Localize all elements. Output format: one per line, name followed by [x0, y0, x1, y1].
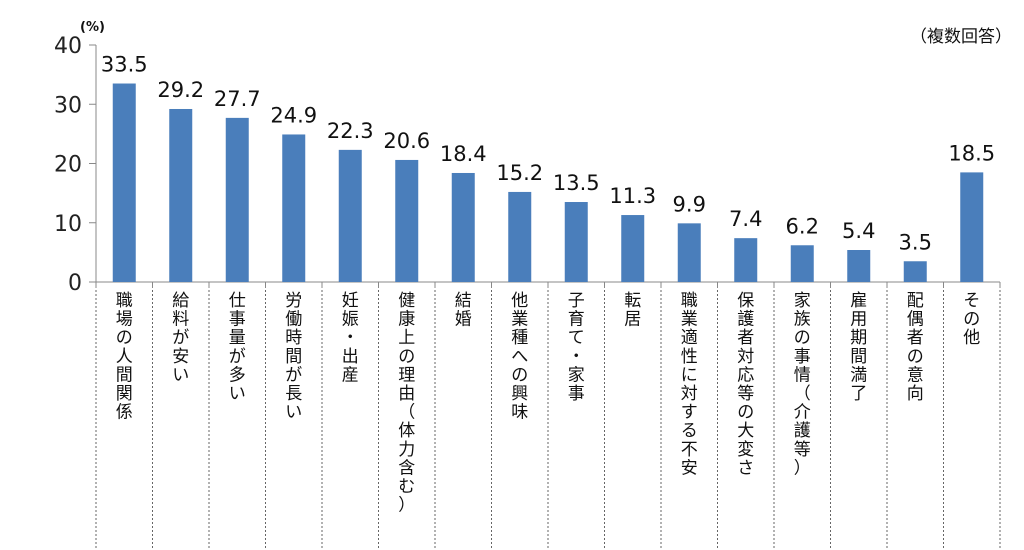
- category-label: 結婚: [455, 291, 472, 330]
- y-ticks: 0 10 20 30 40: [54, 34, 96, 296]
- bar: [621, 215, 645, 282]
- bar: [225, 117, 249, 282]
- category-label: 給料が安い: [172, 291, 189, 385]
- bar: [508, 191, 532, 282]
- y-tick-label: 10: [54, 212, 82, 237]
- data-label: 15.2: [496, 161, 543, 185]
- bar: [564, 202, 588, 282]
- bar: [169, 108, 193, 283]
- bar: [790, 245, 814, 282]
- bar: [847, 250, 871, 282]
- y-tick-label: 40: [54, 34, 82, 59]
- category-label: 雇用期間満了: [850, 291, 867, 404]
- y-tick-label: 0: [68, 271, 82, 296]
- category-label: 健康上の理由（体力含む）: [398, 291, 415, 516]
- data-label: 11.3: [609, 184, 656, 208]
- data-labels: 33.5 29.2 27.7 24.9 22.3 20.6 18.4 15.2 13.5 11.3…: [101, 53, 995, 255]
- bar: [282, 134, 306, 282]
- category-label: 保護者対応等の大変さ: [737, 291, 754, 478]
- category-label: 転居: [624, 291, 641, 330]
- category-label: 他業種への興味: [511, 291, 528, 423]
- category-label: 家族の事情（介護等）: [794, 291, 811, 478]
- data-label: 29.2: [157, 78, 204, 102]
- bar: [734, 238, 758, 282]
- bar: [338, 149, 362, 282]
- y-unit-label: (%): [80, 20, 105, 35]
- data-label: 5.4: [842, 219, 875, 243]
- bar: [677, 223, 701, 282]
- data-label: 24.9: [270, 103, 317, 127]
- bar: [112, 83, 136, 282]
- data-label: 18.4: [440, 142, 487, 166]
- category-separators: [95, 282, 1001, 548]
- bars: [112, 83, 984, 283]
- data-label: 9.9: [673, 192, 706, 216]
- category-label: その他: [963, 291, 980, 348]
- data-label: 3.5: [899, 230, 932, 254]
- category-label: 配偶者の意向: [907, 291, 924, 404]
- category-label: 妊娠・出産: [342, 291, 359, 385]
- category-labels: 職場の人間関係 給料が安い 仕事量が多い 労働時間が長い 妊娠・出産 健康上の理由（体力含…: [116, 291, 981, 516]
- data-label: 22.3: [327, 119, 374, 143]
- data-label: 33.5: [101, 53, 148, 77]
- bar: [395, 159, 419, 282]
- data-label: 20.6: [383, 129, 430, 153]
- data-label: 27.7: [214, 87, 261, 111]
- data-label: 18.5: [948, 141, 995, 165]
- bar: [903, 261, 927, 282]
- data-label: 13.5: [553, 171, 600, 195]
- bar: [451, 172, 475, 282]
- bar: [960, 172, 984, 282]
- category-label: 職業適性に対する不安: [681, 291, 698, 478]
- y-tick-label: 30: [54, 93, 82, 118]
- category-label: 子育て・家事: [568, 291, 585, 404]
- y-tick-label: 20: [54, 153, 82, 178]
- category-label: 仕事量が多い: [229, 291, 246, 404]
- category-label: 労働時間が長い: [285, 291, 302, 423]
- category-label: 職場の人間関係: [116, 291, 133, 423]
- data-label: 6.2: [786, 214, 819, 238]
- note-label: （複数回答）: [910, 27, 1012, 47]
- data-label: 7.4: [729, 207, 762, 231]
